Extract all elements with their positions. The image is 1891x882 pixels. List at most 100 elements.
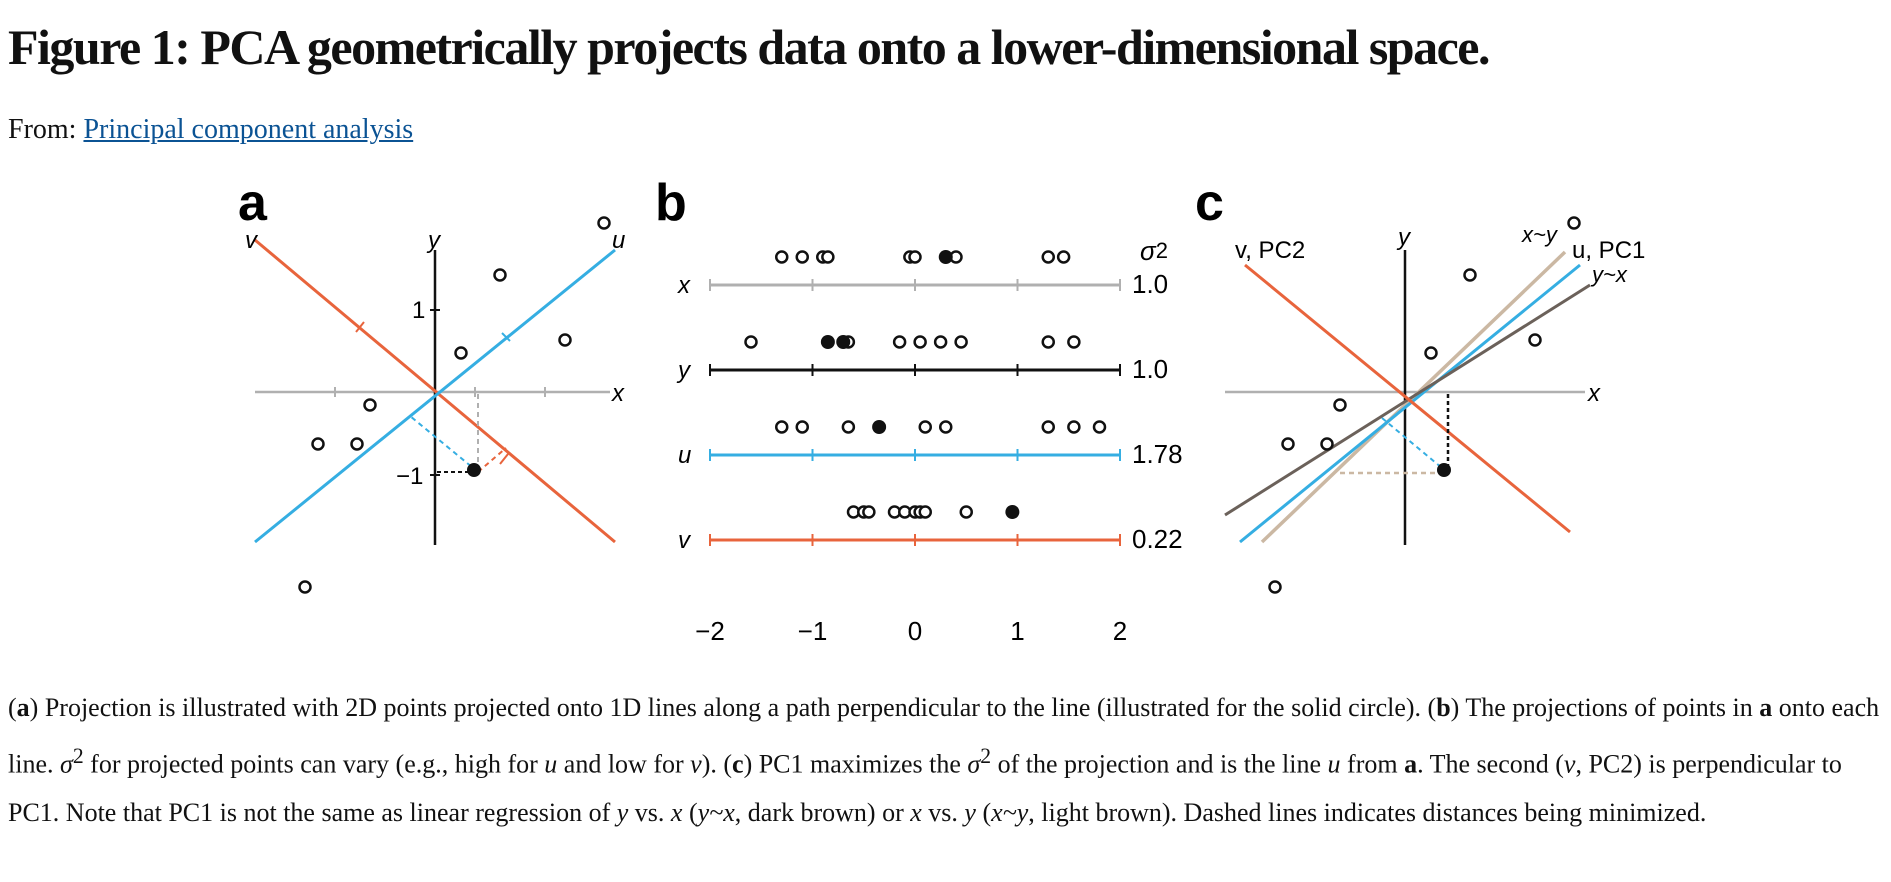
scatter-point [1268, 580, 1282, 594]
projected-point [913, 335, 927, 349]
panel-c-pc2-line [1244, 263, 1571, 534]
scatter-point [1281, 437, 1295, 451]
solid-point [467, 463, 481, 477]
panel-a-proj-v [477, 447, 507, 473]
panel-b-axis-ticks: −2 −1 0 1 2 [695, 616, 1127, 646]
axis-tick-label: 1 [1010, 616, 1024, 646]
row-label: x [677, 272, 691, 299]
projected-point [1092, 420, 1107, 434]
row-label: y [676, 357, 692, 384]
projected-point [1067, 335, 1081, 349]
figure-title: Figure 1: PCA geometrically projects dat… [8, 19, 1491, 75]
panel-a-letter: a [238, 174, 268, 232]
panel-c-label-x-y: x~y [1521, 222, 1559, 247]
panel-b-rows: x 1.0 y 1.0 u 1.78 v 0.22 [676, 250, 1183, 554]
row-variance: 1.78 [1132, 439, 1183, 469]
row-variance: 1.0 [1132, 354, 1168, 384]
figure-graphic: a 1 −1 v y u x b σ2 x 1.0 y 1.0 u 1.78 v 0.22 −… [238, 174, 1645, 646]
scatter-point [454, 346, 468, 360]
panel-c-proj-dash [1381, 417, 1449, 474]
scatter-point [1424, 346, 1438, 360]
row-variance: 0.22 [1132, 524, 1183, 554]
panel-c-label-y-x: y~x [1590, 262, 1628, 287]
panel-c-pc1-line [1239, 263, 1581, 544]
scatter-point [311, 437, 325, 451]
projected-point [918, 505, 932, 519]
projected-point [908, 250, 922, 264]
projected-solid-point [872, 420, 887, 434]
projected-solid-point [1005, 505, 1020, 519]
panel-a-label-v: v [245, 227, 259, 254]
projected-point [821, 250, 835, 264]
panel-a-v-tick [499, 453, 509, 465]
row-label: v [678, 527, 692, 554]
panel-a-v-tick [355, 321, 365, 333]
scatter-point [298, 580, 312, 594]
projected-point [1067, 420, 1081, 434]
projected-point [918, 420, 932, 434]
scatter-point [1463, 268, 1477, 282]
projected-point [795, 250, 809, 264]
panel-b-sigma-header: σ2 [1140, 236, 1168, 266]
panel-c: c v, PC2 y x~y u, PC1 y~x x [1195, 174, 1645, 594]
scatter-point [1333, 398, 1347, 412]
panel-c-label-y: y [1396, 224, 1412, 251]
projected-solid-point [836, 335, 851, 349]
panel-a-label-x: x [611, 380, 625, 407]
panel-b-letter: b [655, 174, 687, 232]
axis-tick-label: −1 [798, 616, 828, 646]
projected-point [933, 335, 948, 349]
projected-point [1056, 250, 1071, 264]
projected-point [954, 335, 968, 349]
from-prefix: From: [8, 114, 77, 145]
axis-tick-label: 2 [1113, 616, 1127, 646]
projection-row-u: u 1.78 [678, 420, 1183, 469]
projected-point [775, 420, 789, 434]
axis-tick-label: 0 [908, 616, 922, 646]
row-variance: 1.0 [1132, 269, 1168, 299]
panel-a-points [298, 216, 611, 594]
projected-point [939, 420, 953, 434]
panel-a-label-y: y [426, 227, 442, 254]
scatter-point [1528, 333, 1542, 347]
scatter-point [558, 333, 572, 347]
panel-a-ytick-neg-label: −1 [396, 463, 423, 490]
panel-c-label-x: x [1587, 380, 1601, 407]
projected-point [1041, 250, 1055, 264]
projected-point [862, 505, 876, 519]
projected-point [1041, 335, 1055, 349]
panel-c-label-u-pc1: u, PC1 [1572, 237, 1645, 264]
projected-point [795, 420, 809, 434]
scatter-point [597, 216, 611, 230]
projection-row-x: x 1.0 [677, 250, 1168, 299]
article-link[interactable]: Principal component analysis [83, 114, 414, 145]
panel-a-ytick-pos-label: 1 [412, 297, 425, 324]
projected-point [892, 335, 907, 349]
panel-c-label-v-pc2: v, PC2 [1235, 237, 1305, 264]
scatter-point [350, 437, 364, 451]
projected-point [841, 420, 856, 434]
scatter-point [1320, 437, 1334, 451]
scatter-point [493, 268, 507, 282]
panel-a-label-u: u [612, 227, 625, 254]
scatter-point [1567, 216, 1581, 230]
panel-c-letter: c [1195, 174, 1224, 232]
panel-a-u-tick [501, 332, 511, 342]
from-line: From: Principal component analysis [8, 114, 413, 146]
panel-a-v-line [254, 238, 616, 544]
projected-point [959, 505, 973, 519]
axis-tick-label: −2 [695, 616, 725, 646]
figure-caption: (a) Projection is illustrated with 2D po… [8, 693, 1880, 827]
scatter-point [363, 398, 377, 412]
projected-solid-point [820, 335, 835, 349]
panel-a-u-line [254, 248, 616, 544]
panel-a: a 1 −1 v y u x [238, 174, 625, 594]
projected-point [775, 250, 789, 264]
projection-row-y: y 1.0 [676, 335, 1168, 384]
projected-point [744, 335, 758, 349]
panel-c-points [1268, 216, 1581, 594]
projected-solid-point [938, 250, 953, 264]
panel-a-proj-u [409, 415, 479, 473]
row-label: u [678, 442, 691, 469]
solid-point [1437, 463, 1451, 477]
